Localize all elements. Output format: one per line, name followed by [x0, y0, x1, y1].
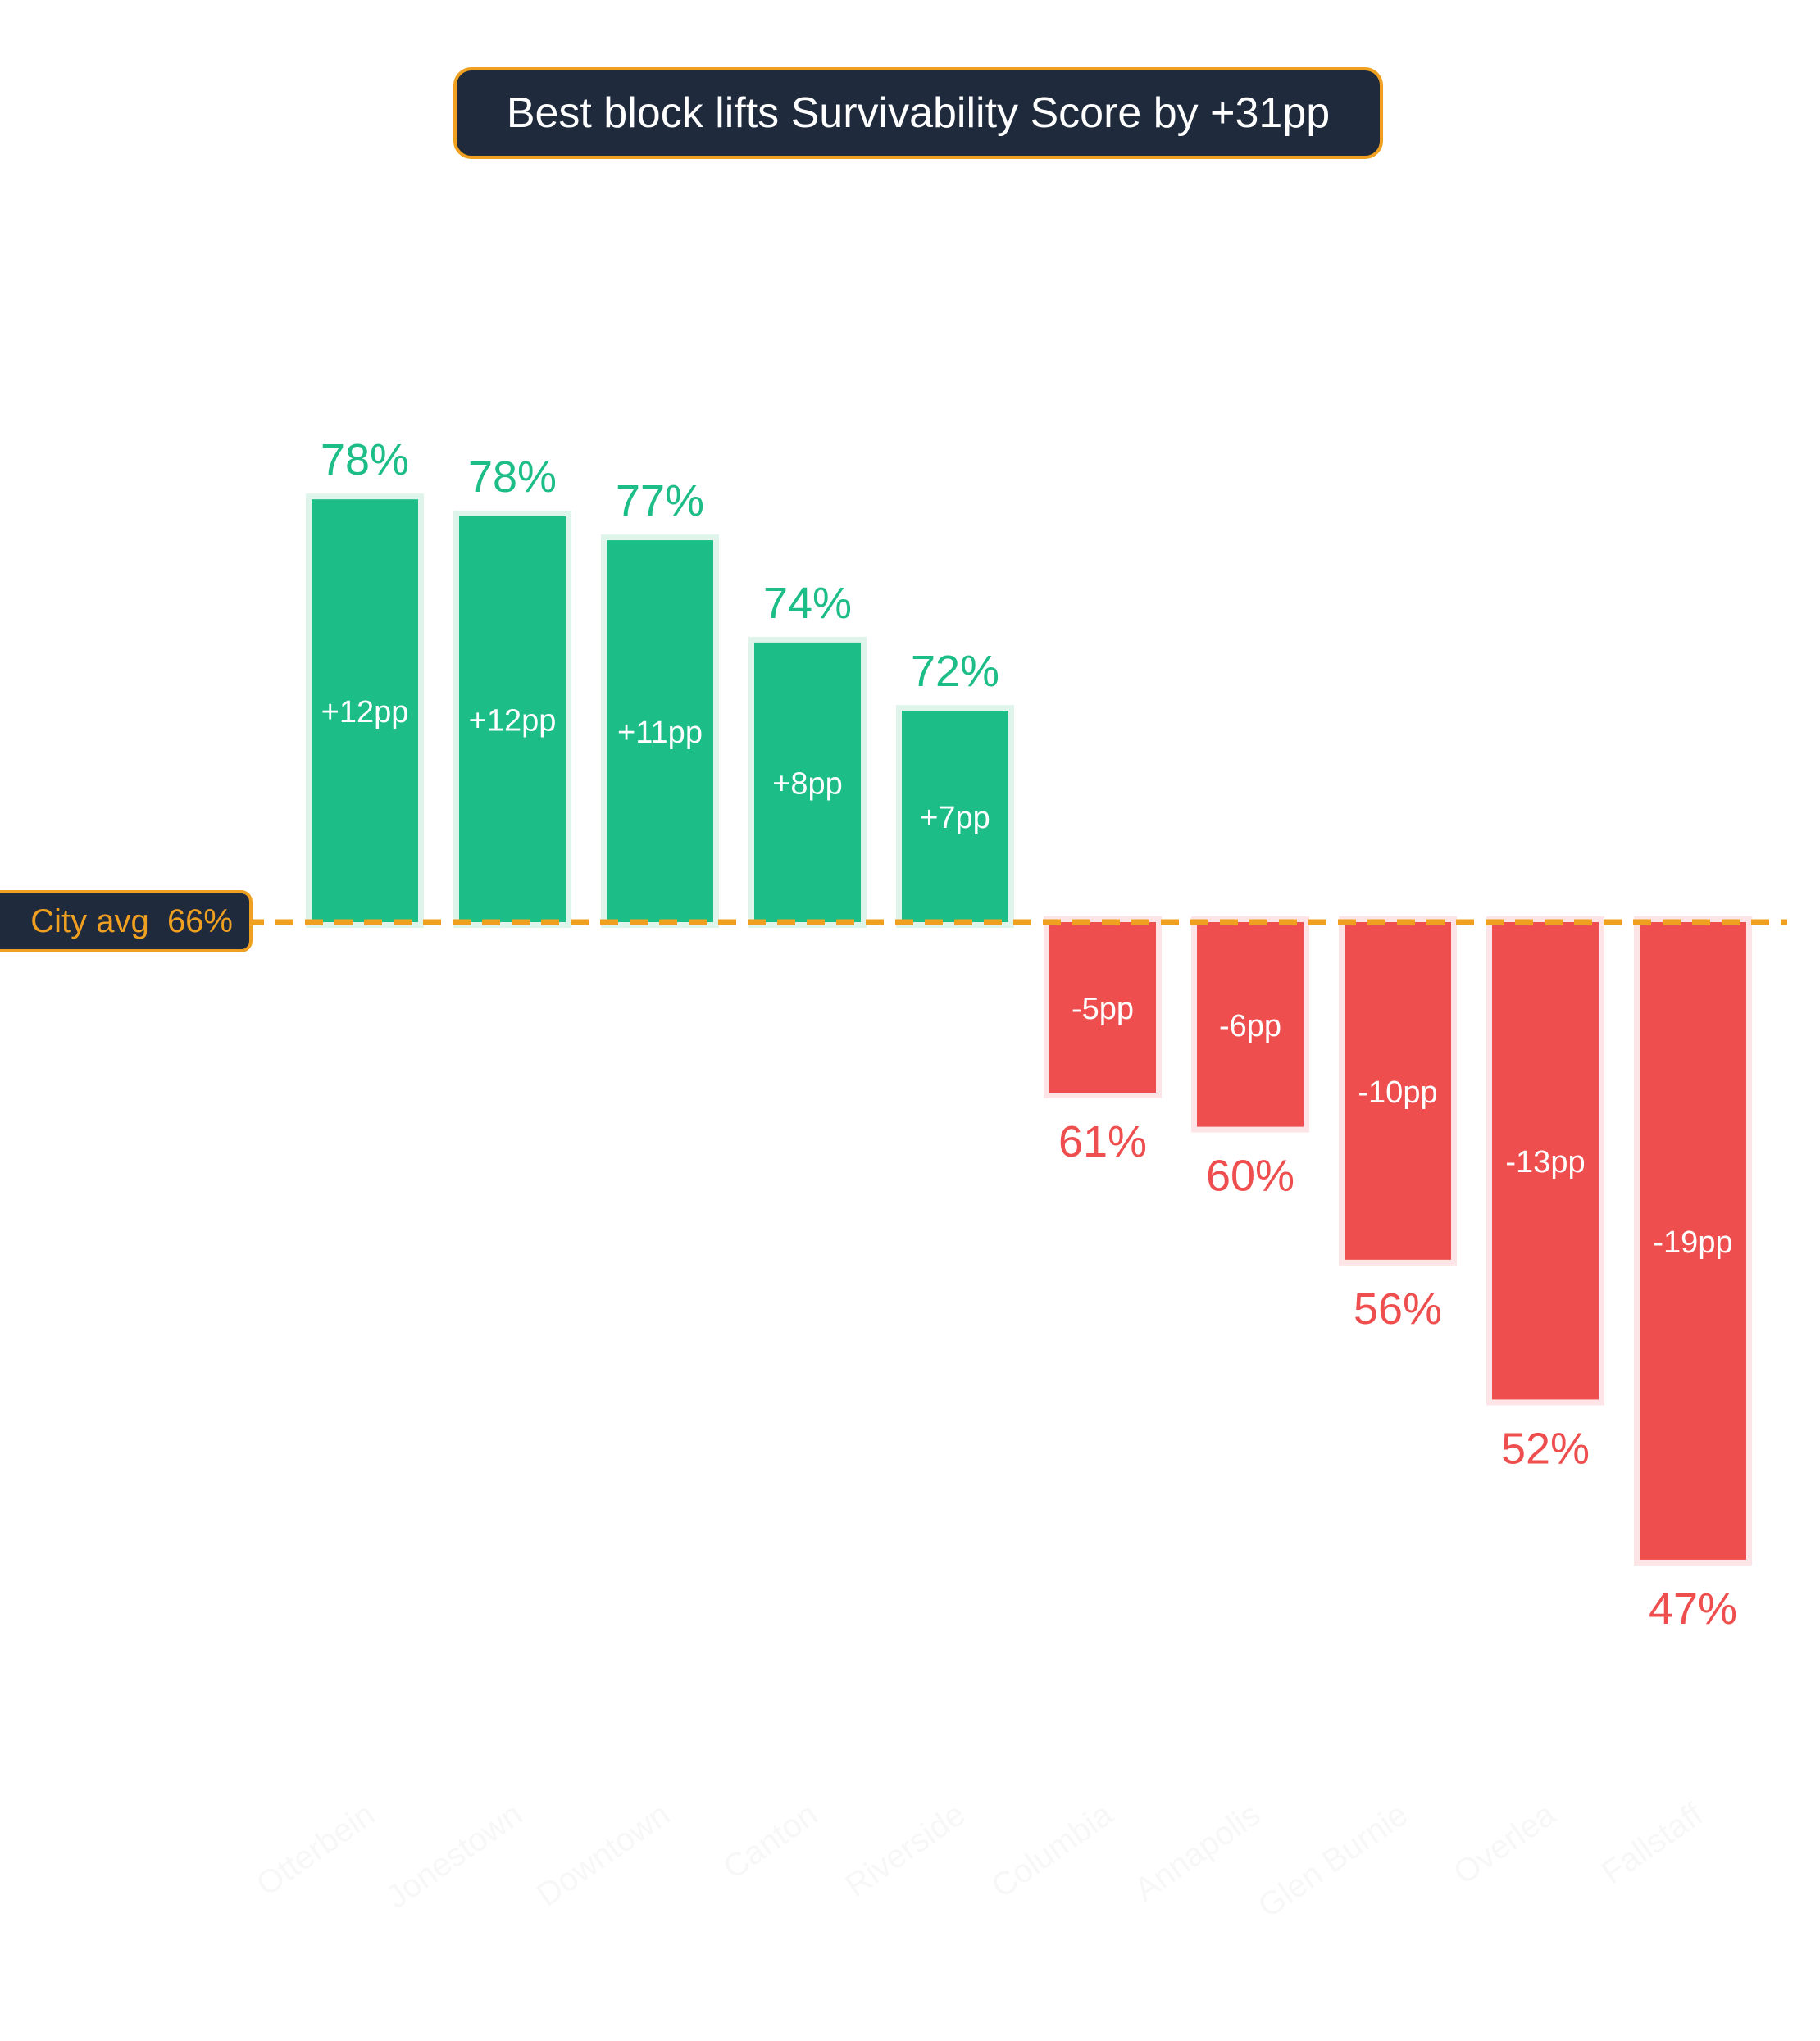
bar [1492, 922, 1599, 1400]
bar [607, 540, 713, 922]
value-label: 47% [1649, 1584, 1737, 1634]
value-label: 77% [616, 476, 704, 525]
bar [754, 642, 861, 922]
bar [902, 711, 1008, 922]
bar [312, 499, 418, 922]
delta-label: +11pp [617, 716, 703, 750]
bar [1640, 922, 1746, 1560]
bar [1197, 922, 1304, 1127]
value-label: 72% [911, 647, 999, 696]
value-label: 52% [1501, 1424, 1590, 1473]
category-tick-label: Riverside [839, 1796, 971, 1904]
category-tick-label: Overlea [1447, 1796, 1563, 1892]
category-tick-label: Annapolis [1128, 1796, 1267, 1908]
delta-label: +8pp [772, 766, 843, 801]
delta-label: -6pp [1219, 1009, 1281, 1043]
delta-label: +12pp [321, 695, 409, 730]
bar [459, 516, 566, 922]
category-tick-label: Glen Burnie [1252, 1796, 1414, 1925]
delta-label: -19pp [1653, 1225, 1732, 1260]
reference-line-label: City avg 66% [0, 890, 253, 952]
bar [1345, 922, 1451, 1260]
chart-title: Best block lifts Survivability Score by … [453, 67, 1383, 159]
bar [1049, 922, 1156, 1093]
delta-label: -13pp [1505, 1145, 1585, 1180]
value-label: 78% [468, 452, 557, 502]
delta-label: -5pp [1072, 992, 1134, 1026]
category-tick-label: Canton [717, 1796, 824, 1886]
category-tick-label: Fallstaff [1595, 1796, 1710, 1891]
category-tick-label: Columbia [985, 1796, 1120, 1905]
delta-label: +12pp [469, 703, 557, 738]
value-label: 56% [1354, 1284, 1442, 1334]
category-tick-label: Otterbein [250, 1796, 381, 1902]
value-label: 78% [321, 435, 409, 484]
delta-label: -10pp [1358, 1075, 1437, 1110]
delta-label: +7pp [920, 801, 990, 835]
category-tick-label: Downtown [530, 1796, 676, 1913]
value-label: 60% [1206, 1152, 1294, 1201]
value-label: 74% [763, 579, 852, 628]
value-label: 61% [1058, 1117, 1147, 1166]
category-tick-label: Jonestown [380, 1796, 529, 1916]
